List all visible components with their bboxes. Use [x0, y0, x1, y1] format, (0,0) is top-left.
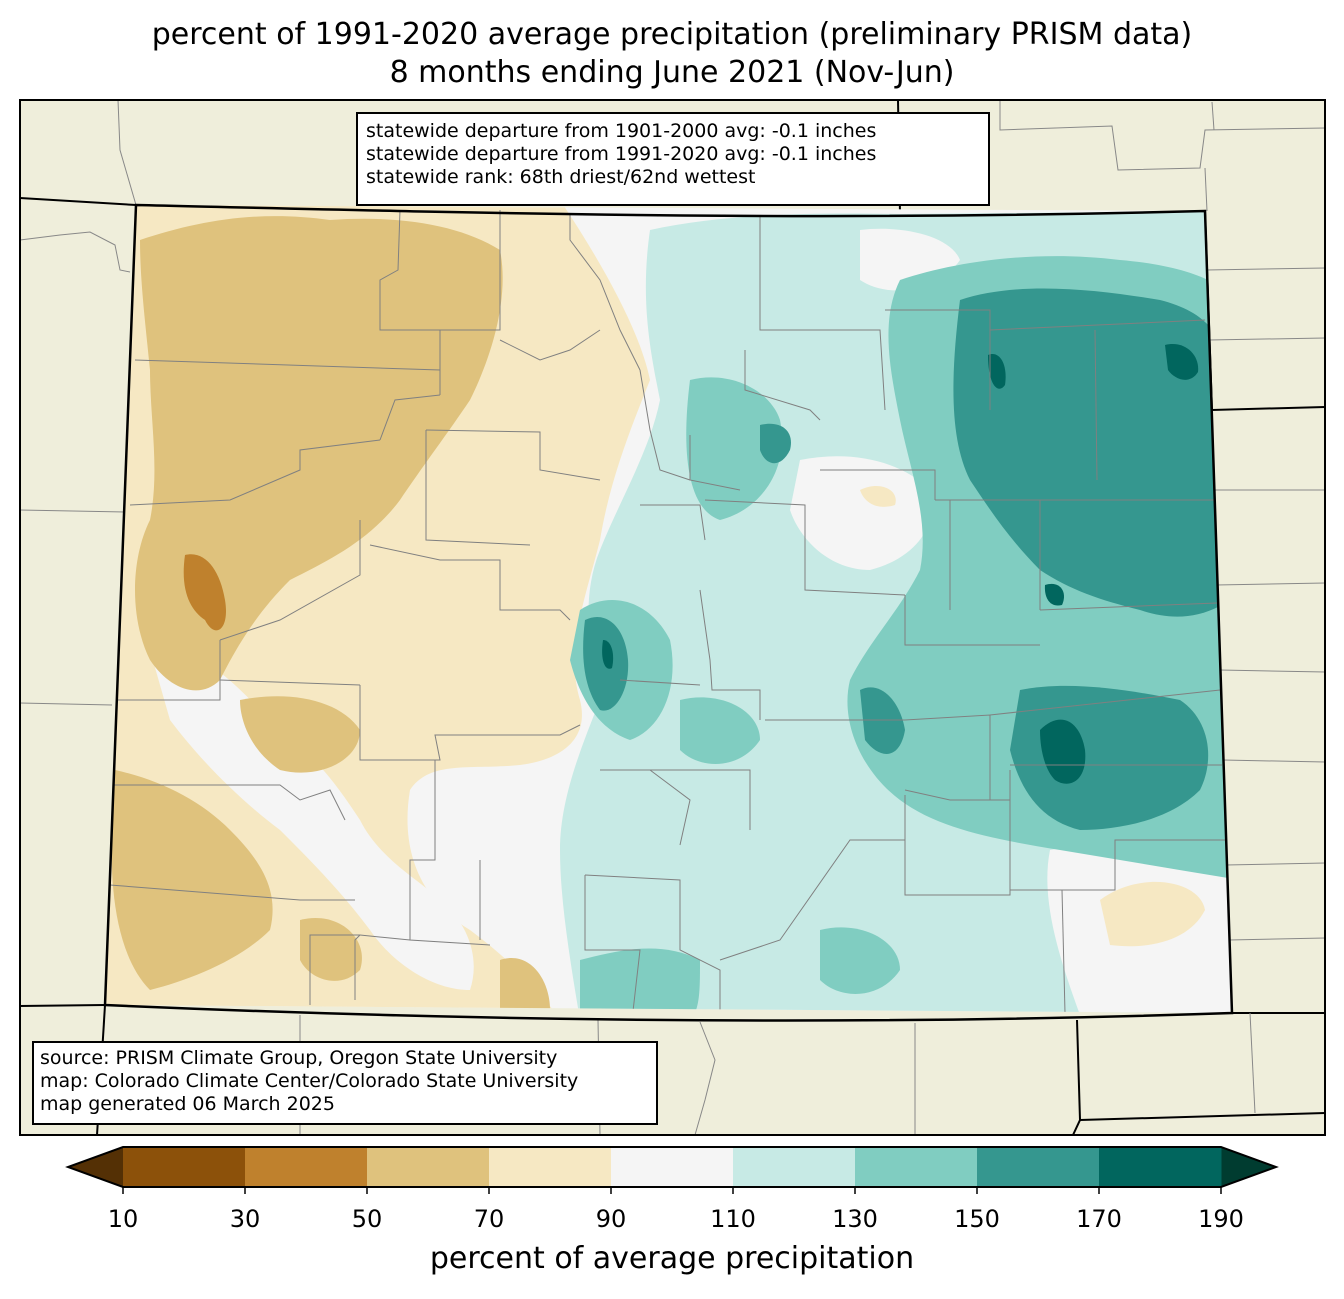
map-title-line1: percent of 1991-2020 average precipitati…	[151, 17, 1193, 52]
colorbar-tick-label: 170	[1076, 1205, 1122, 1233]
dry-core	[183, 554, 226, 631]
source-line-prism: source: PRISM Climate Group, Oregon Stat…	[40, 1047, 558, 1069]
colorbar-tick-label: 50	[351, 1205, 383, 1233]
stats-line-1991-2020: statewide departure from 1991-2020 avg: …	[366, 143, 877, 165]
county-lines	[109, 209, 1225, 1013]
colorbar-tick-label: 30	[229, 1205, 261, 1233]
statewide-stats-box: statewide departure from 1901-2000 avg: …	[356, 112, 990, 206]
colorbar-bin	[977, 1147, 1100, 1187]
colorbar-bin	[855, 1147, 978, 1187]
source-line-generated: map generated 06 March 2025	[40, 1093, 335, 1115]
dry-patch-east	[1100, 881, 1205, 947]
colorbar-tick-label: 190	[1198, 1205, 1244, 1233]
map-title-line2: 8 months ending June 2021 (Nov-Jun)	[389, 55, 955, 90]
wet-region-east-strong	[953, 288, 1230, 617]
precipitation-field	[105, 205, 1232, 1013]
colorbar-bin	[611, 1147, 734, 1187]
colorbar	[65, 1146, 1279, 1194]
colorbar-tick-label: 110	[710, 1205, 756, 1233]
colorbar-title: percent of average precipitation	[429, 1241, 915, 1276]
colorbar-tick-label: 10	[107, 1205, 139, 1233]
colorbar-under-arrow	[68, 1147, 123, 1187]
map-frame	[19, 99, 1326, 1136]
neighbor-county-lines	[19, 100, 1326, 1136]
stats-line-1901-2000: statewide departure from 1901-2000 avg: …	[366, 120, 877, 142]
colorbar-bin	[123, 1147, 246, 1187]
colorado-boundary	[103, 203, 1234, 1022]
colorbar-bin	[245, 1147, 368, 1187]
dry-region-west-medium	[135, 216, 503, 691]
source-line-map: map: Colorado Climate Center/Colorado St…	[40, 1070, 579, 1092]
colorbar-over-arrow	[1221, 1147, 1276, 1187]
colorbar-tick-label: 90	[595, 1205, 627, 1233]
colorbar-tick-label: 150	[954, 1205, 1000, 1233]
colorbar-tick-label: 130	[832, 1205, 878, 1233]
wet-core	[1040, 719, 1086, 784]
colorbar-bin	[733, 1147, 856, 1187]
colorbar-tick-label: 70	[473, 1205, 505, 1233]
stats-line-rank: statewide rank: 68th driest/62nd wettest	[366, 166, 756, 188]
colorbar-bin	[367, 1147, 490, 1187]
normal-patch-east	[790, 456, 932, 570]
colorbar-bin	[1099, 1147, 1222, 1187]
normal-patch-west	[150, 648, 474, 990]
colorbar-bin	[489, 1147, 612, 1187]
source-box: source: PRISM Climate Group, Oregon Stat…	[32, 1041, 658, 1125]
